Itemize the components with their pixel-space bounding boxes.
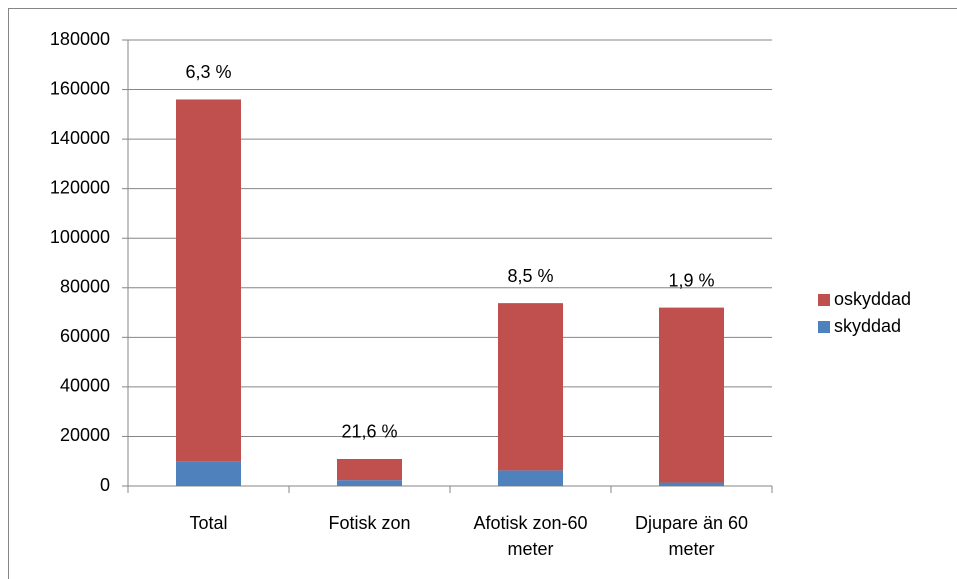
bar-segment <box>498 303 563 471</box>
legend-swatch <box>818 321 830 333</box>
bar-segment <box>659 482 724 486</box>
x-tick-label: Fotisk zon <box>328 513 411 533</box>
bar-segment <box>337 480 402 486</box>
y-tick-label: 160000 <box>50 78 110 98</box>
bar-segment <box>176 461 241 486</box>
legend-label: oskyddad <box>834 289 911 309</box>
bar-segment <box>659 307 724 483</box>
bar-annotation: 8,5 % <box>507 266 553 286</box>
y-tick-label: 60000 <box>60 326 110 346</box>
legend-swatch <box>818 294 830 306</box>
bar-annotation: 21,6 % <box>341 422 397 442</box>
y-tick-label: 80000 <box>60 277 110 297</box>
x-tick-label: Afotisk zon-60 meter <box>473 513 588 559</box>
bar-segment <box>337 458 402 481</box>
chart-border <box>8 8 957 579</box>
bar-annotation: 6,3 % <box>185 62 231 82</box>
y-tick-label: 40000 <box>60 376 110 396</box>
bar-segment <box>176 99 241 462</box>
bar-annotation: 1,9 % <box>668 270 714 290</box>
y-tick-label: 120000 <box>50 177 110 197</box>
y-tick-label: 20000 <box>60 425 110 445</box>
y-tick-label: 100000 <box>50 227 110 247</box>
y-tick-label: 140000 <box>50 128 110 148</box>
legend-label: skyddad <box>834 316 901 336</box>
x-tick-label: Djupare än 60 meter <box>634 513 749 559</box>
bar-segment <box>498 470 563 486</box>
y-tick-label: 180000 <box>50 29 110 49</box>
y-tick-label: 0 <box>100 475 110 495</box>
x-tick-label: Total <box>189 513 228 533</box>
